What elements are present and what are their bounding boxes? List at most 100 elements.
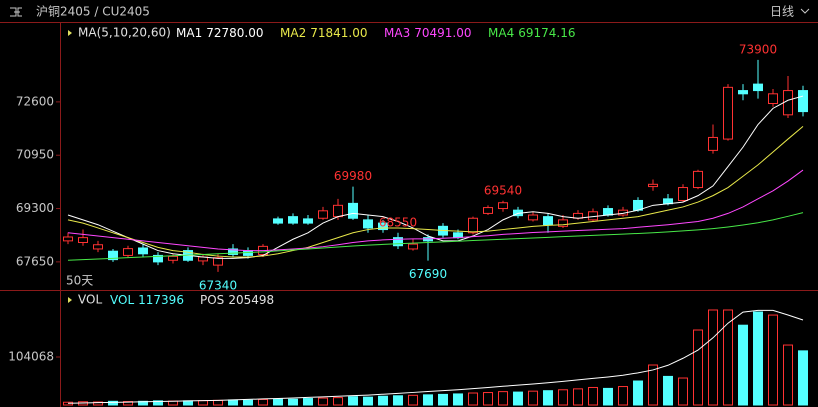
volume-bar <box>213 399 223 406</box>
candle-body <box>108 250 118 261</box>
y-tick-label: 72600 <box>16 94 54 108</box>
candle-body <box>318 210 328 219</box>
candle-body <box>603 208 613 216</box>
candle-body <box>63 236 73 242</box>
y-tick-label: 69300 <box>16 201 54 215</box>
legend-value: 70491.00 <box>414 26 471 40</box>
legend-entry: POS 205498 <box>200 293 274 307</box>
volume-bar <box>603 387 613 406</box>
vol-title: VOL <box>78 293 102 307</box>
volume-bar <box>258 398 268 406</box>
candle-body <box>693 170 703 189</box>
volume-bar <box>588 386 598 406</box>
candle-body <box>543 216 553 226</box>
legend-marker <box>68 297 72 303</box>
candle-body <box>303 218 313 224</box>
candle-body <box>678 187 688 201</box>
candle-body <box>138 247 148 255</box>
candle-body <box>168 255 178 261</box>
volume-bar <box>783 344 793 406</box>
high-label: 68550 <box>379 215 417 229</box>
ma-label: MA(5,10,20,60) <box>78 26 171 40</box>
volume-bar <box>798 350 808 406</box>
volume-bar <box>678 377 688 406</box>
low-label: 67340 <box>199 278 237 292</box>
volume-bar <box>453 393 463 406</box>
candle-body <box>228 248 238 255</box>
volume-bar <box>513 391 523 406</box>
legend-entry: MA1 72780.00 <box>176 26 263 40</box>
legend-name: MA1 <box>176 26 202 40</box>
volume-bar <box>648 364 658 406</box>
candle-body <box>453 232 463 239</box>
candle-body <box>393 237 403 247</box>
high-label: 69540 <box>484 183 522 197</box>
volume-bar <box>378 395 388 406</box>
candle-body <box>768 93 778 105</box>
legend-value: 117396 <box>138 293 184 307</box>
candle-body <box>708 136 718 151</box>
volume-bar <box>633 380 643 406</box>
candle-body <box>123 248 133 256</box>
volume-bar <box>753 311 763 406</box>
volume-bar <box>483 392 493 406</box>
candle-body <box>153 254 163 263</box>
legend-value: 72780.00 <box>206 26 263 40</box>
ma-line <box>67 212 804 261</box>
low-label: 67690 <box>409 267 447 281</box>
volume-bar <box>363 396 373 406</box>
dropdown-icon[interactable] <box>800 8 810 14</box>
ma-line <box>67 126 804 258</box>
candle-body <box>363 219 373 229</box>
volume-bar <box>723 309 733 406</box>
candle-body <box>348 202 358 219</box>
volume-bar <box>528 390 538 406</box>
candle-body <box>738 90 748 95</box>
symbol: 沪铜2405 / CU2405 <box>36 4 150 19</box>
volume-bar <box>303 398 313 406</box>
volume-bar <box>708 309 718 406</box>
volume-bar <box>498 391 508 406</box>
volume-bar <box>243 399 253 406</box>
legend-entry: VOL 117396 <box>110 293 184 307</box>
volume-bar <box>768 314 778 406</box>
icon <box>10 7 22 17</box>
volume-bar <box>93 401 103 406</box>
volume-bar <box>333 397 343 406</box>
y-tick-label: 70950 <box>16 148 54 162</box>
period[interactable]: 日线 <box>770 5 794 19</box>
legend-name: MA3 <box>384 26 410 40</box>
volume-bar <box>663 375 673 406</box>
legend-name: VOL <box>110 293 134 307</box>
candle-body <box>273 218 283 224</box>
volume-bar <box>198 400 208 406</box>
y-tick-label: 104068 <box>8 350 54 364</box>
y-tick-label: 67650 <box>16 254 54 268</box>
high-label: 73900 <box>739 42 777 56</box>
back-icon[interactable] <box>10 7 22 17</box>
legend-name: MA4 <box>488 26 514 40</box>
volume-bar <box>738 324 748 406</box>
candle-body <box>558 219 568 227</box>
volume-bar <box>573 388 583 406</box>
volume-bar <box>468 392 478 406</box>
candle-body <box>288 216 298 224</box>
volume-bar <box>348 396 358 406</box>
volume-bar <box>183 400 193 406</box>
volume-bar <box>438 393 448 406</box>
candle-body <box>213 257 223 266</box>
candle-body <box>333 204 343 218</box>
candle-body <box>378 222 388 231</box>
candle-body <box>753 83 763 92</box>
volume-bar <box>618 386 628 406</box>
candle-body <box>483 207 493 214</box>
volume-bar <box>273 398 283 406</box>
legend-value: 71841.00 <box>310 26 367 40</box>
candle-body <box>498 202 508 210</box>
volume-bar <box>693 329 703 406</box>
candle-body <box>93 244 103 250</box>
candle-body <box>783 90 793 116</box>
volume-bar <box>153 400 163 406</box>
